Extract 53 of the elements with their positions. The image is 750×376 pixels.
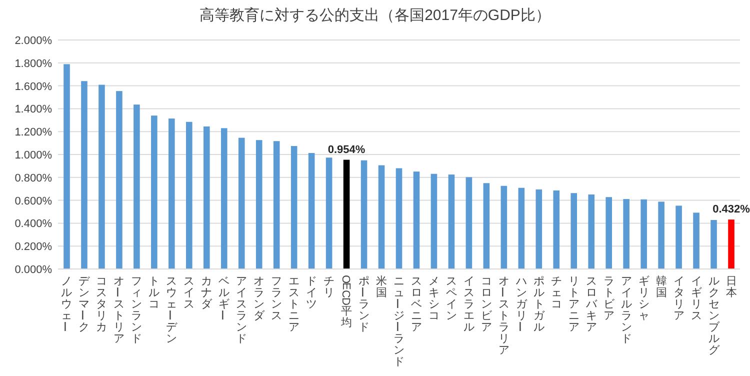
y-tick-label: 1.400% [14, 104, 52, 116]
x-tick-label: ポーランド [356, 276, 370, 334]
x-tick-label: スロベニア [410, 276, 422, 334]
x-tick-label: ベルギー [216, 276, 230, 320]
y-tick-label: 2.000% [14, 35, 52, 47]
x-tick-label: コスタリカ [96, 276, 108, 334]
x-tick-label: フランス [271, 276, 282, 322]
x-tick-label: フィンランド [131, 276, 142, 345]
x-tick-label: オーストリア [110, 276, 125, 345]
x-tick-label: ドイツ [306, 276, 318, 310]
x-tick-label: トルコ [148, 276, 160, 310]
y-tick-label: 1.600% [14, 80, 52, 93]
x-tick-label: OECD平均 [339, 275, 352, 329]
x-tick-label: コロンビア [480, 276, 492, 334]
x-tick-label: ポルトガル [533, 276, 544, 334]
x-tick-label: ニュージーランド [390, 276, 404, 368]
x-tick-label: スペイン [446, 276, 457, 322]
x-tick-label: チリ [324, 276, 335, 299]
x-tick-label: イギリス [690, 276, 702, 322]
data-label: 0.432% [712, 204, 750, 216]
title: 高等教育に対する公的支出（各国2017年のGDP比） [200, 7, 550, 24]
x-tick-label: ノルウェー [58, 276, 72, 332]
x-tick-label: オランダ [254, 276, 265, 322]
x-tick-label: デンマーク [76, 276, 90, 334]
x-tick-label: ラトビア [603, 276, 614, 322]
x-tick-label: オーストラリア [495, 276, 510, 356]
x-tick-label: 日本 [726, 276, 737, 299]
y-tick-label: 0.200% [14, 241, 52, 254]
x-tick-label: ハンガリー [512, 276, 527, 332]
y-tick-label: 0.600% [14, 195, 52, 208]
x-tick-label: チェコ [550, 276, 562, 310]
y-tick-label: 1.800% [14, 58, 52, 70]
x-tick-label: 米国 [376, 276, 388, 299]
x-tick-label: 韓国 [656, 276, 667, 299]
x-tick-label: イタリア [673, 276, 684, 322]
x-tick-label: アイルランド [620, 276, 632, 345]
x-tick-label: ルクセンブルグ [708, 276, 720, 356]
y-tick-label: 1.000% [14, 150, 52, 162]
x-tick-label: スウェーデン [163, 276, 178, 345]
x-tick-label: イスラエル [463, 276, 474, 334]
x-tick-label: カナダ [201, 276, 212, 310]
y-tick-label: 0.000% [14, 264, 52, 276]
x-tick-label: リトアニア [568, 276, 580, 334]
x-tick-label: メキシコ [428, 276, 440, 322]
x-tick-label: アイスランド [236, 276, 248, 345]
data-label: 0.954% [328, 144, 366, 156]
y-tick-label: 0.800% [14, 172, 52, 184]
y-tick-label: 0.400% [14, 218, 52, 230]
x-tick-label: スイス [184, 276, 195, 310]
x-tick-label: エストニア [288, 276, 300, 334]
x-tick-label: スロバキア [586, 276, 597, 334]
x-tick-label: ギリシャ [638, 276, 650, 322]
y-tick-label: 1.200% [14, 126, 52, 139]
